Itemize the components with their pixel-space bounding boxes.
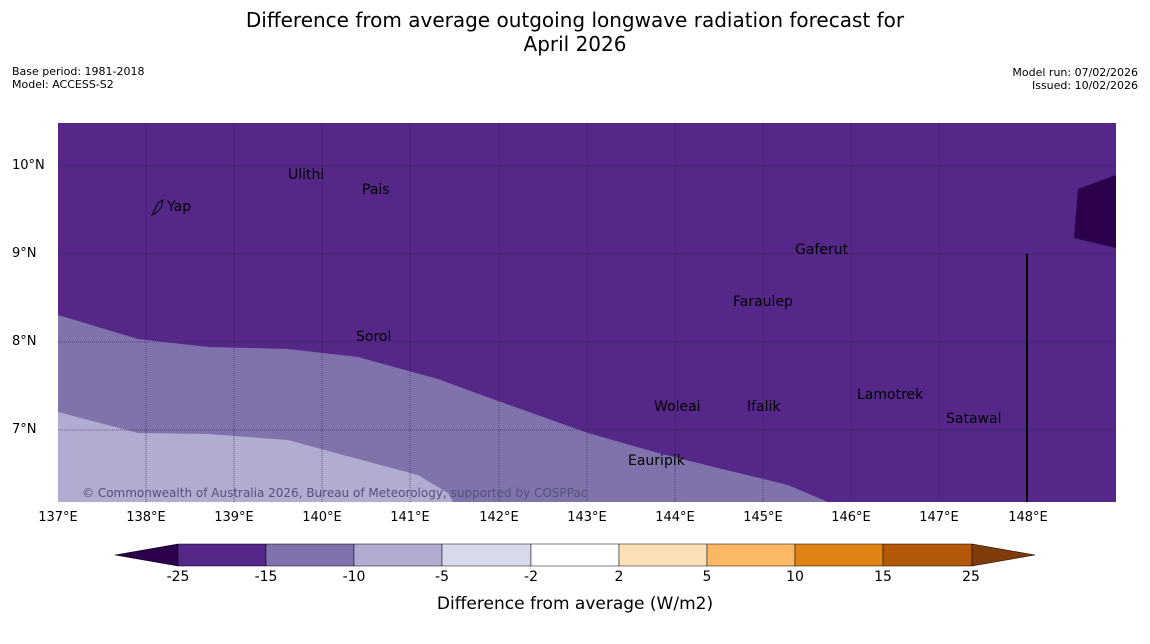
issued-date: Issued: 10/02/2026 — [1031, 79, 1138, 92]
yap-island-shape — [150, 198, 164, 217]
colorbar-title: Difference from average (W/m2) — [436, 594, 714, 614]
lon-tick-148e: 148°E — [1008, 510, 1048, 525]
model-run: Model run: 07/02/2026 — [1012, 66, 1138, 79]
meta-left: Base period: 1981-2018 Model: ACCESS-S2 — [12, 65, 144, 91]
lat-tick-10n: 10°N — [12, 158, 45, 173]
contour-light — [58, 412, 453, 502]
lon-tick-147e: 147°E — [919, 510, 959, 525]
lon-tick-139e: 139°E — [214, 510, 254, 525]
colorbar-tick-7: 10 — [786, 569, 804, 585]
colorbar-seg-6 — [618, 543, 708, 567]
lon-tick-137e: 137°E — [38, 510, 78, 525]
lon-tick-145e: 145°E — [743, 510, 783, 525]
place-gaferut: Gaferut — [795, 242, 849, 258]
lon-tick-142e: 142°E — [479, 510, 519, 525]
place-pais: Pais — [362, 182, 390, 198]
colorbar-tick-3: -5 — [435, 569, 449, 585]
place-woleai: Woleai — [654, 399, 701, 415]
colorbar-seg-4 — [441, 543, 532, 567]
lon-tick-143e: 143°E — [567, 510, 607, 525]
lat-tick-8n: 8°N — [12, 334, 37, 349]
colorbar-seg-1 — [177, 543, 267, 567]
lon-tick-141e: 141°E — [390, 510, 430, 525]
contour-very-low — [1074, 175, 1116, 248]
colorbar-seg-9 — [882, 543, 973, 567]
meta-right: Model run: 07/02/2026 Issued: 10/02/2026 — [1012, 66, 1138, 92]
place-sorol: Sorol — [356, 329, 392, 345]
colorbar-tick-4: -2 — [524, 569, 538, 585]
colorbar-tick-8: 15 — [874, 569, 892, 585]
place-eauripik: Eauripik — [628, 453, 685, 469]
place-lamotrek: Lamotrek — [857, 387, 924, 403]
copyright-notice: © Commonwealth of Australia 2026, Bureau… — [82, 486, 588, 500]
colorbar-seg-2 — [265, 543, 355, 567]
colorbar-tick-5: 2 — [614, 569, 624, 585]
colorbar-seg-0 — [115, 543, 179, 567]
lat-tick-7n: 7°N — [12, 422, 37, 437]
colorbar-tick-1: -15 — [254, 569, 278, 585]
colorbar-tick-6: 5 — [702, 569, 712, 585]
lon-tick-138e: 138°E — [126, 510, 166, 525]
base-period: Base period: 1981-2018 — [12, 65, 145, 78]
lon-tick-140e: 140°E — [302, 510, 342, 525]
map-area[interactable] — [58, 123, 1116, 502]
colorbar-seg-3 — [353, 543, 443, 567]
colorbar-tick-9: 25 — [962, 569, 980, 585]
colorbar — [115, 543, 1035, 567]
place-satawal: Satawal — [946, 411, 1002, 427]
lat-tick-9n: 9°N — [12, 246, 37, 261]
place-faraulep: Faraulep — [733, 294, 793, 310]
colorbar-seg-7 — [706, 543, 796, 567]
title-line-1: Difference from average outgoing longwav… — [245, 8, 905, 32]
place-ulithi: Ulithi — [288, 167, 325, 183]
colorbar-seg-8 — [794, 543, 884, 567]
colorbar-seg-5 — [530, 543, 620, 567]
grid-lines — [58, 123, 1116, 502]
colorbar-seg-10 — [971, 543, 1035, 567]
colorbar-tick-2: -10 — [342, 569, 366, 585]
chart-title: Difference from average outgoing longwav… — [0, 8, 1150, 56]
colorbar-tick-0: -25 — [166, 569, 190, 585]
lon-tick-144e: 144°E — [655, 510, 695, 525]
place-yap: Yap — [167, 199, 192, 215]
title-line-2: April 2026 — [523, 32, 627, 56]
model-name: Model: ACCESS-S2 — [12, 78, 114, 91]
place-ifalik: Ifalik — [747, 399, 781, 415]
map-svg — [58, 123, 1116, 502]
lon-tick-146e: 146°E — [831, 510, 871, 525]
